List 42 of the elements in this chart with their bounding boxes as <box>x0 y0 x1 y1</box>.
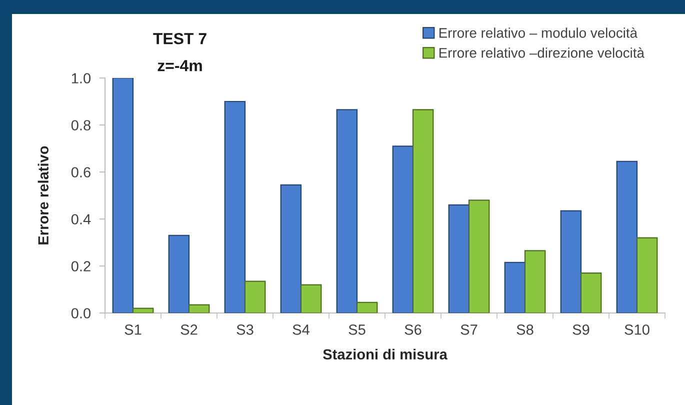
bar <box>244 280 266 313</box>
legend-label: Errore relativo – modulo velocità <box>439 27 638 38</box>
x-tick-label: S1 <box>124 324 142 335</box>
y-tick-label: 1.0 <box>72 73 91 84</box>
x-axis-title: Stazioni di misura <box>323 348 448 360</box>
legend-label: Errore relativo –direzione velocità <box>439 47 644 58</box>
bar <box>280 184 302 313</box>
y-axis-title: Errore relativo <box>38 146 49 244</box>
x-tick-label: S3 <box>236 324 254 335</box>
bar <box>448 204 470 313</box>
y-tick-label: 0.2 <box>71 261 90 272</box>
bar <box>580 272 602 313</box>
bar <box>560 210 582 313</box>
bar <box>636 237 658 313</box>
y-tick-label: 0.0 <box>71 308 91 318</box>
bar <box>132 308 154 313</box>
bar <box>616 160 638 313</box>
bar <box>468 200 490 313</box>
bar <box>392 146 414 313</box>
bar <box>300 284 322 313</box>
y-tick-label: 0.6 <box>71 167 90 178</box>
chart-subtitle: z=-4m <box>158 60 202 72</box>
x-tick-label: S5 <box>348 324 366 335</box>
x-tick-label: S10 <box>624 324 650 335</box>
bar <box>188 304 210 313</box>
x-tick-label: S4 <box>292 324 310 335</box>
chart-title: TEST 7 <box>153 32 206 44</box>
bar <box>412 109 434 313</box>
bar <box>224 100 246 313</box>
bar <box>336 109 358 313</box>
x-tick-label: S6 <box>404 324 422 335</box>
x-tick-label: S9 <box>572 324 590 335</box>
y-tick-label: 0.4 <box>71 214 91 224</box>
x-tick-label: S7 <box>460 324 478 335</box>
bar <box>168 234 190 313</box>
bar <box>504 262 526 313</box>
x-tick-label: S2 <box>180 324 198 335</box>
bar <box>356 302 378 313</box>
x-tick-label: S8 <box>516 324 534 335</box>
y-tick-label: 0.8 <box>71 120 90 130</box>
bar <box>112 78 134 313</box>
bar <box>524 250 546 313</box>
